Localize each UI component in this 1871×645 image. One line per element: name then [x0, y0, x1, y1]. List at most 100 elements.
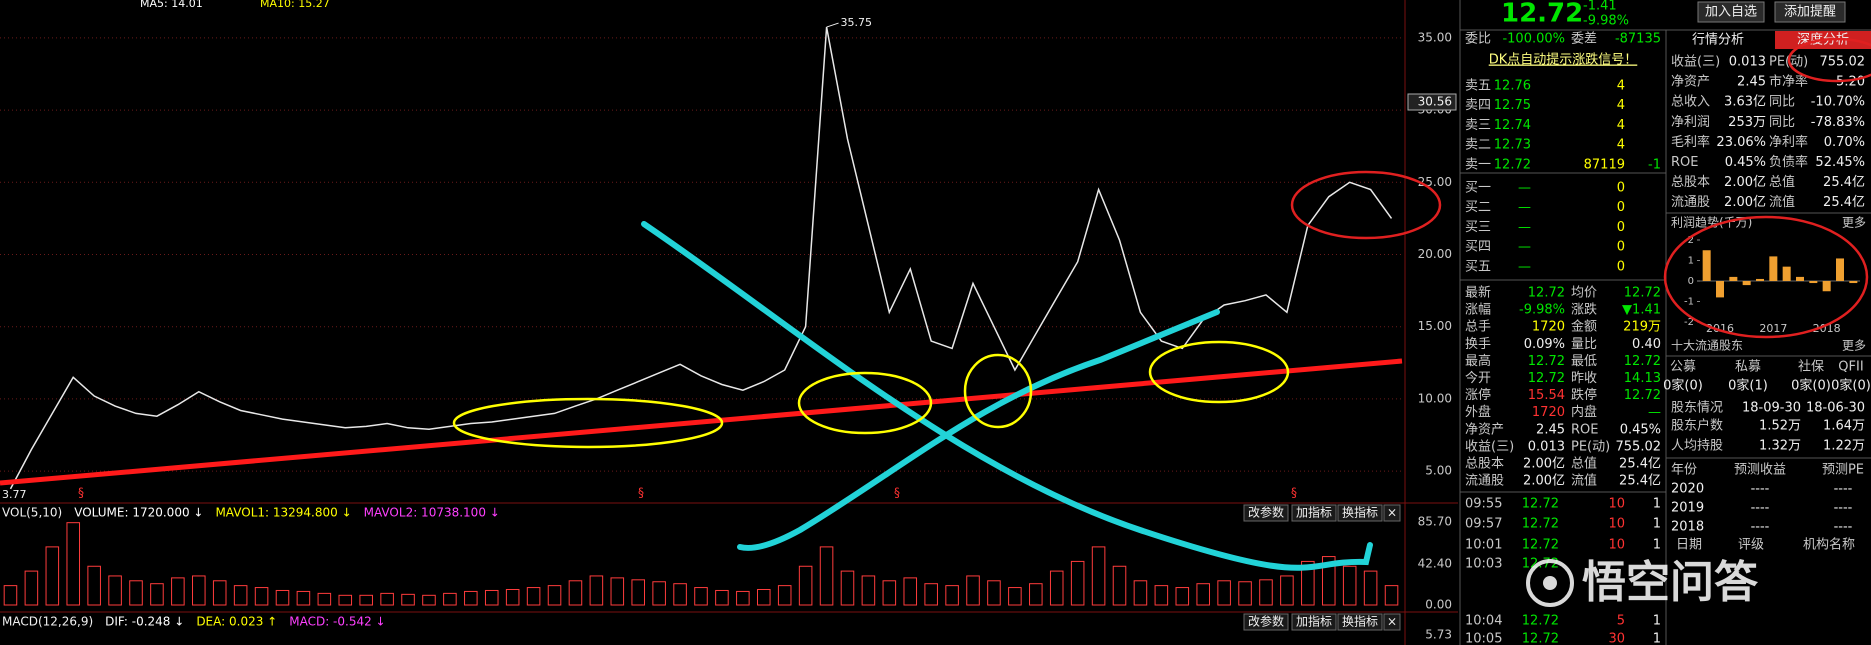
stats-cell: 今开 [1465, 370, 1491, 386]
panel-button[interactable] [1291, 613, 1337, 631]
panel-button-label[interactable]: × [1387, 506, 1397, 520]
holder-cell: 18-09-30 [1742, 401, 1801, 416]
fundamental-cell: 0.70% [1824, 135, 1865, 150]
bar [1702, 250, 1711, 281]
more-link[interactable]: 更多 [1842, 339, 1866, 353]
fundamental-cell: 总股本 [1671, 175, 1710, 190]
annotations [0, 37, 1871, 571]
signal-link[interactable]: DK点自动提示涨跌信号！ [1489, 52, 1638, 68]
order-book-cell: 卖五 [1465, 79, 1491, 94]
watermark-logo [1543, 576, 1557, 590]
bar [1742, 281, 1751, 286]
trade-cell: 10:03 [1465, 557, 1502, 572]
fundamental-cell: 负债率 [1769, 154, 1808, 170]
fund-type: QFII [1838, 360, 1863, 375]
commission: -100.00% [1502, 32, 1565, 47]
panel-button[interactable] [1291, 504, 1337, 522]
action-button-label[interactable]: 添加提醒 [1784, 4, 1836, 20]
commission: 委差 [1571, 32, 1597, 47]
holder-cell: 股东户数 [1671, 418, 1723, 434]
indicator: DIF: -0.248 ↓ [105, 615, 184, 629]
panel-button-label[interactable]: 换指标 [1342, 614, 1378, 629]
bar [338, 594, 353, 606]
order-book-cell: 12.73 [1494, 138, 1531, 153]
stats-cell: -9.98% [1519, 303, 1565, 318]
panel-button[interactable] [1383, 613, 1401, 631]
trade-cell: 12.72 [1522, 614, 1559, 629]
order-book-cell: — [1518, 200, 1531, 215]
action-button-label[interactable]: 加入自选 [1705, 5, 1757, 20]
more-link[interactable]: 更多 [1842, 216, 1866, 230]
stats-cell: 总手 [1465, 320, 1491, 335]
price-change: -1.41 [1583, 0, 1617, 14]
stats-cell: 1720 [1532, 320, 1565, 335]
stats-cell: — [1648, 405, 1661, 420]
bar [505, 589, 520, 606]
stats-cell: 涨幅 [1465, 303, 1491, 318]
x-tick-label: 2018 [1813, 322, 1841, 335]
order-book-cell: 买一 [1465, 181, 1491, 196]
last-price: 12.72 [1501, 0, 1583, 29]
bar [443, 592, 457, 606]
panel-button-label[interactable]: × [1387, 615, 1397, 629]
action-button[interactable] [1774, 1, 1846, 23]
bar [296, 590, 311, 606]
bar [798, 565, 813, 606]
stats-cell: 2.45 [1536, 422, 1565, 437]
forecast-cell: 2019 [1671, 501, 1704, 516]
order-book-cell: 4 [1617, 79, 1625, 94]
panel-button-label[interactable]: 改参数 [1248, 505, 1284, 520]
order-book-cell: 卖四 [1465, 98, 1491, 113]
bar [1133, 580, 1148, 606]
bar [108, 575, 122, 606]
bar [924, 583, 938, 606]
holder-cell: 1.52万 [1759, 419, 1801, 434]
bar [1849, 281, 1858, 284]
stats-cell: 量比 [1571, 337, 1597, 352]
bar [1363, 570, 1378, 606]
ratings-header: 机构名称 [1803, 537, 1855, 553]
trade-cell: 12.72 [1522, 497, 1559, 512]
fundamental-cell: 2.45 [1737, 75, 1766, 90]
bar [1822, 281, 1831, 292]
bar [401, 593, 415, 606]
panel-button-label[interactable]: 加指标 [1296, 505, 1332, 520]
bar [1342, 565, 1357, 606]
highlight-ellipse [797, 371, 933, 435]
bar [1196, 583, 1210, 606]
panel-button[interactable] [1243, 504, 1289, 522]
forecast-cell: ---- [1751, 520, 1770, 535]
bar [1091, 546, 1106, 606]
fund-type: 私募 [1735, 360, 1761, 375]
panel-button-label[interactable]: 改参数 [1248, 614, 1284, 629]
price-change-pct: -9.98% [1583, 14, 1629, 29]
fundamental-cell: 总收入 [1671, 95, 1710, 110]
panel-button[interactable] [1337, 504, 1383, 522]
fundamental-cell: 市净率 [1769, 74, 1808, 90]
panel-button[interactable] [1337, 613, 1383, 631]
order-book-cell: 卖三 [1465, 118, 1491, 133]
bar [736, 590, 750, 606]
trade-cell: 12.72 [1522, 538, 1559, 553]
fundamental-cell: 净资产 [1671, 75, 1710, 90]
tab[interactable]: 行情分析 [1692, 33, 1744, 48]
panel-button-label[interactable]: 加指标 [1296, 614, 1332, 629]
bar [1716, 281, 1724, 298]
stats-cell: 均价 [1571, 286, 1597, 301]
bar [129, 580, 143, 606]
fundamental-cell: 0.45% [1725, 155, 1766, 170]
order-book-cell: -1 [1648, 157, 1661, 172]
event-marker: § [1291, 486, 1297, 500]
panel-button[interactable] [1383, 504, 1401, 522]
bar [45, 546, 60, 606]
indicator: VOLUME: 1720.000 ↓ [74, 506, 203, 520]
panel-button-label[interactable]: 换指标 [1342, 505, 1378, 520]
panel-button[interactable] [1243, 613, 1289, 631]
bar [1756, 278, 1764, 281]
action-button[interactable] [1697, 1, 1765, 23]
stats-cell: 流值 [1571, 473, 1597, 489]
fund-type: 社保 [1798, 359, 1824, 375]
price-line [9, 26, 1393, 490]
cursor-price: 30.56 [1418, 95, 1452, 109]
order-book-cell: 12.76 [1494, 79, 1531, 94]
